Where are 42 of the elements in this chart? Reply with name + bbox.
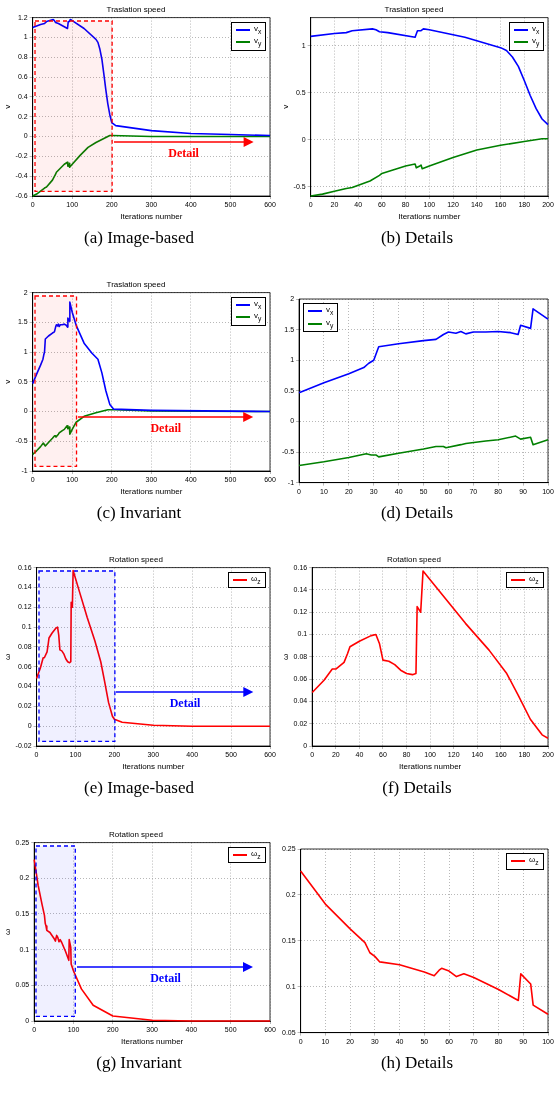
chart-title: Rotation speed bbox=[387, 555, 441, 564]
legend-label: v$_{x}$ bbox=[532, 23, 540, 37]
text: (f) Details bbox=[381, 778, 453, 798]
y-axis-title: ω bbox=[3, 928, 12, 935]
band-label: Detail bbox=[150, 421, 182, 437]
legend-label: v$_{y}$ bbox=[326, 317, 334, 331]
x-axis-title: Iterations number bbox=[120, 1037, 184, 1047]
legend-label: v$_{y}$ bbox=[254, 311, 262, 324]
y-axis-title: v bbox=[3, 104, 12, 109]
text: (e) Image-based bbox=[83, 778, 195, 798]
legend-label: ω$_{z}$ bbox=[529, 573, 539, 587]
y-axis-title: v bbox=[3, 379, 12, 384]
chart-title: Rotation speed bbox=[109, 555, 163, 564]
chart-title: Traslation speed bbox=[384, 5, 444, 14]
chart-title: Rotation speed bbox=[109, 830, 163, 839]
band-label: Detail bbox=[168, 146, 199, 162]
x-axis-title: Iterations number bbox=[398, 762, 462, 772]
x-axis-title: Iterations number bbox=[398, 212, 461, 222]
chart-title: Traslation speed bbox=[106, 5, 166, 14]
text: (h) Details bbox=[379, 1053, 455, 1073]
text: (b) Details bbox=[379, 228, 455, 248]
x-axis-title: Iterations number bbox=[120, 487, 183, 497]
legend-label: ω$_{z}$ bbox=[529, 855, 539, 868]
text: (d) Details bbox=[379, 503, 455, 523]
band-label: Detail bbox=[150, 971, 181, 987]
x-axis-title: Iterations number bbox=[122, 762, 185, 772]
legend-label: v$_{y}$ bbox=[254, 36, 262, 49]
legend-label: ω$_{z}$ bbox=[251, 848, 261, 862]
legend-label: v$_{x}$ bbox=[254, 298, 262, 312]
legend-label: v$_{x}$ bbox=[326, 305, 334, 318]
legend-label: v$_{y}$ bbox=[532, 36, 540, 49]
text: (g) Invariant bbox=[95, 1053, 183, 1073]
chart-title: Traslation speed bbox=[106, 280, 166, 289]
y-axis-title: v bbox=[281, 104, 290, 109]
band-label: Detail bbox=[169, 696, 201, 712]
y-axis-title: ω bbox=[281, 653, 290, 660]
legend-label: ω$_{z}$ bbox=[251, 573, 261, 587]
text: (c) Invariant bbox=[95, 503, 183, 523]
text: (a) Image-based bbox=[83, 228, 195, 248]
x-axis-title: Iterations number bbox=[120, 212, 183, 222]
y-axis-title: ω bbox=[3, 653, 12, 660]
legend-label: v$_{x}$ bbox=[254, 23, 262, 37]
